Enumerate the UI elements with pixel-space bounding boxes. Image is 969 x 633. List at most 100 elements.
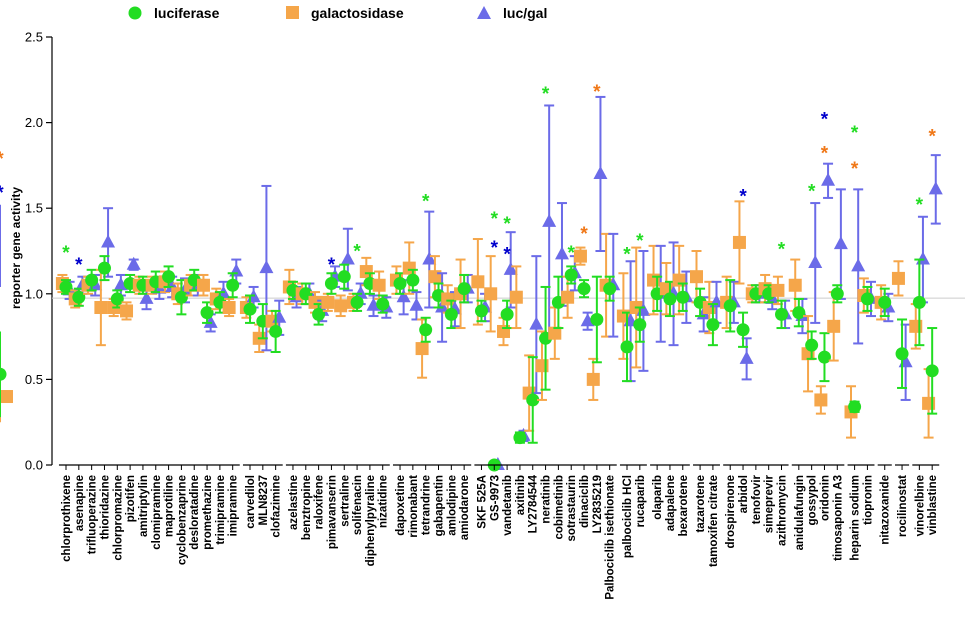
- data-group: [239, 285, 261, 324]
- category-label: arbidol: [738, 475, 750, 513]
- category-label: gossypol: [807, 475, 819, 525]
- category-label: LY2835219: [592, 475, 604, 533]
- category-label: vinblastine: [927, 475, 939, 535]
- data-group: [132, 275, 154, 311]
- data-group: *: [771, 240, 793, 330]
- luciferase-point: [59, 280, 73, 294]
- data-group: *: [909, 195, 930, 350]
- luciferase-point: [805, 338, 819, 352]
- data-group: [857, 277, 879, 318]
- luciferase-point: [817, 350, 831, 364]
- galactosidase-point: [484, 287, 498, 301]
- y-axis: 0.0 0.5 1.0 1.5 2.0 2.5: [25, 30, 53, 473]
- significance-star: *: [542, 84, 550, 105]
- category-label: simeprevir: [764, 474, 776, 533]
- data-group: **: [814, 109, 836, 415]
- ratio-point: [915, 251, 930, 265]
- luciferase-point: [444, 307, 458, 321]
- luciferase-point: [848, 400, 862, 414]
- luciferase-point: [376, 297, 390, 311]
- category-label: LY2784544: [528, 474, 540, 533]
- category-label: benztropine: [301, 475, 313, 540]
- category-label: sertraline: [339, 475, 351, 527]
- ratio-point: [529, 316, 544, 330]
- category-label: raloxifene: [314, 475, 326, 529]
- category-label: maprotiline: [164, 475, 176, 537]
- galactosidase-point: [222, 300, 236, 314]
- significance-star: *: [821, 144, 829, 165]
- luciferase-point: [85, 273, 99, 287]
- galactosidase-point: [814, 393, 828, 407]
- legend-luciferase-marker: [128, 6, 142, 20]
- category-label: vandetanib: [502, 475, 514, 536]
- galactosidase-point: [548, 326, 562, 340]
- category-label: pizotifen: [125, 475, 137, 522]
- legend-galactosidase-marker: [286, 6, 299, 19]
- category-label: desloratadine: [189, 475, 201, 550]
- category-label: amitriptylin: [138, 475, 150, 537]
- data-group: *: [616, 245, 638, 383]
- luciferase-point: [912, 295, 926, 309]
- data-group: [389, 265, 411, 316]
- ratio-point: [340, 251, 355, 265]
- category-label: rucaparib: [635, 475, 647, 527]
- ratio-point: [435, 299, 450, 313]
- luciferase-point: [633, 318, 647, 332]
- category-label: axitinib: [515, 475, 527, 515]
- galactosidase-point: [509, 290, 523, 304]
- data-group: [788, 258, 810, 335]
- category-label: cobimetinib: [553, 475, 565, 540]
- ratio-point: [739, 350, 754, 364]
- significance-star: *: [593, 82, 601, 103]
- luciferase-point: [324, 277, 338, 291]
- galactosidase-point: [334, 299, 348, 313]
- category-label: neratinib: [541, 475, 553, 524]
- galactosidase-point: [428, 270, 442, 284]
- data-group: **: [844, 123, 866, 439]
- category-label: imipramine: [228, 475, 240, 536]
- significance-star: *: [62, 243, 70, 264]
- galactosidase-point: [196, 278, 210, 292]
- luciferase-point: [97, 261, 111, 275]
- ratio-point: [101, 234, 116, 248]
- luciferase-point: [0, 367, 7, 381]
- luciferase-point: [269, 324, 283, 338]
- galactosidase-point: [372, 278, 386, 292]
- galactosidase-point: [94, 300, 108, 314]
- category-label: tenofovir: [751, 474, 763, 524]
- category-label: MLN8237: [258, 475, 270, 526]
- data-group: [372, 270, 394, 319]
- category-label: trimipramine: [215, 475, 227, 545]
- luciferase-point: [243, 302, 257, 316]
- ratio-point: [542, 213, 557, 227]
- galactosidase-point: [321, 295, 335, 309]
- luciferase-point: [736, 323, 750, 337]
- category-label: adapalene: [665, 475, 677, 531]
- legend-luciferase-label: luciferase: [154, 5, 220, 21]
- y-tick-label: 0.5: [25, 372, 43, 387]
- ratio-point: [851, 258, 866, 272]
- luciferase-point: [590, 312, 604, 326]
- category-label: GS-9973: [489, 475, 501, 521]
- significance-star: *: [0, 149, 4, 170]
- data-group: *: [801, 181, 823, 393]
- luciferase-point: [513, 431, 527, 445]
- luciferase-point: [723, 299, 737, 313]
- luciferase-point: [564, 268, 578, 282]
- data-group: [359, 256, 381, 318]
- category-label: bexarotene: [678, 475, 690, 536]
- luciferase-point: [406, 273, 420, 287]
- luciferase-point: [312, 307, 326, 321]
- ratio-point: [422, 251, 437, 265]
- luciferase-point: [110, 292, 124, 306]
- luciferase-point: [676, 290, 690, 304]
- data-group: [689, 250, 711, 333]
- significance-star: *: [328, 255, 336, 276]
- luciferase-point: [792, 306, 806, 320]
- category-label: drospirenone: [725, 475, 737, 548]
- significance-star: *: [503, 214, 511, 235]
- significance-star: *: [739, 187, 747, 208]
- data-group: [334, 227, 355, 318]
- luciferase-point: [830, 287, 844, 301]
- luciferase-point: [878, 295, 892, 309]
